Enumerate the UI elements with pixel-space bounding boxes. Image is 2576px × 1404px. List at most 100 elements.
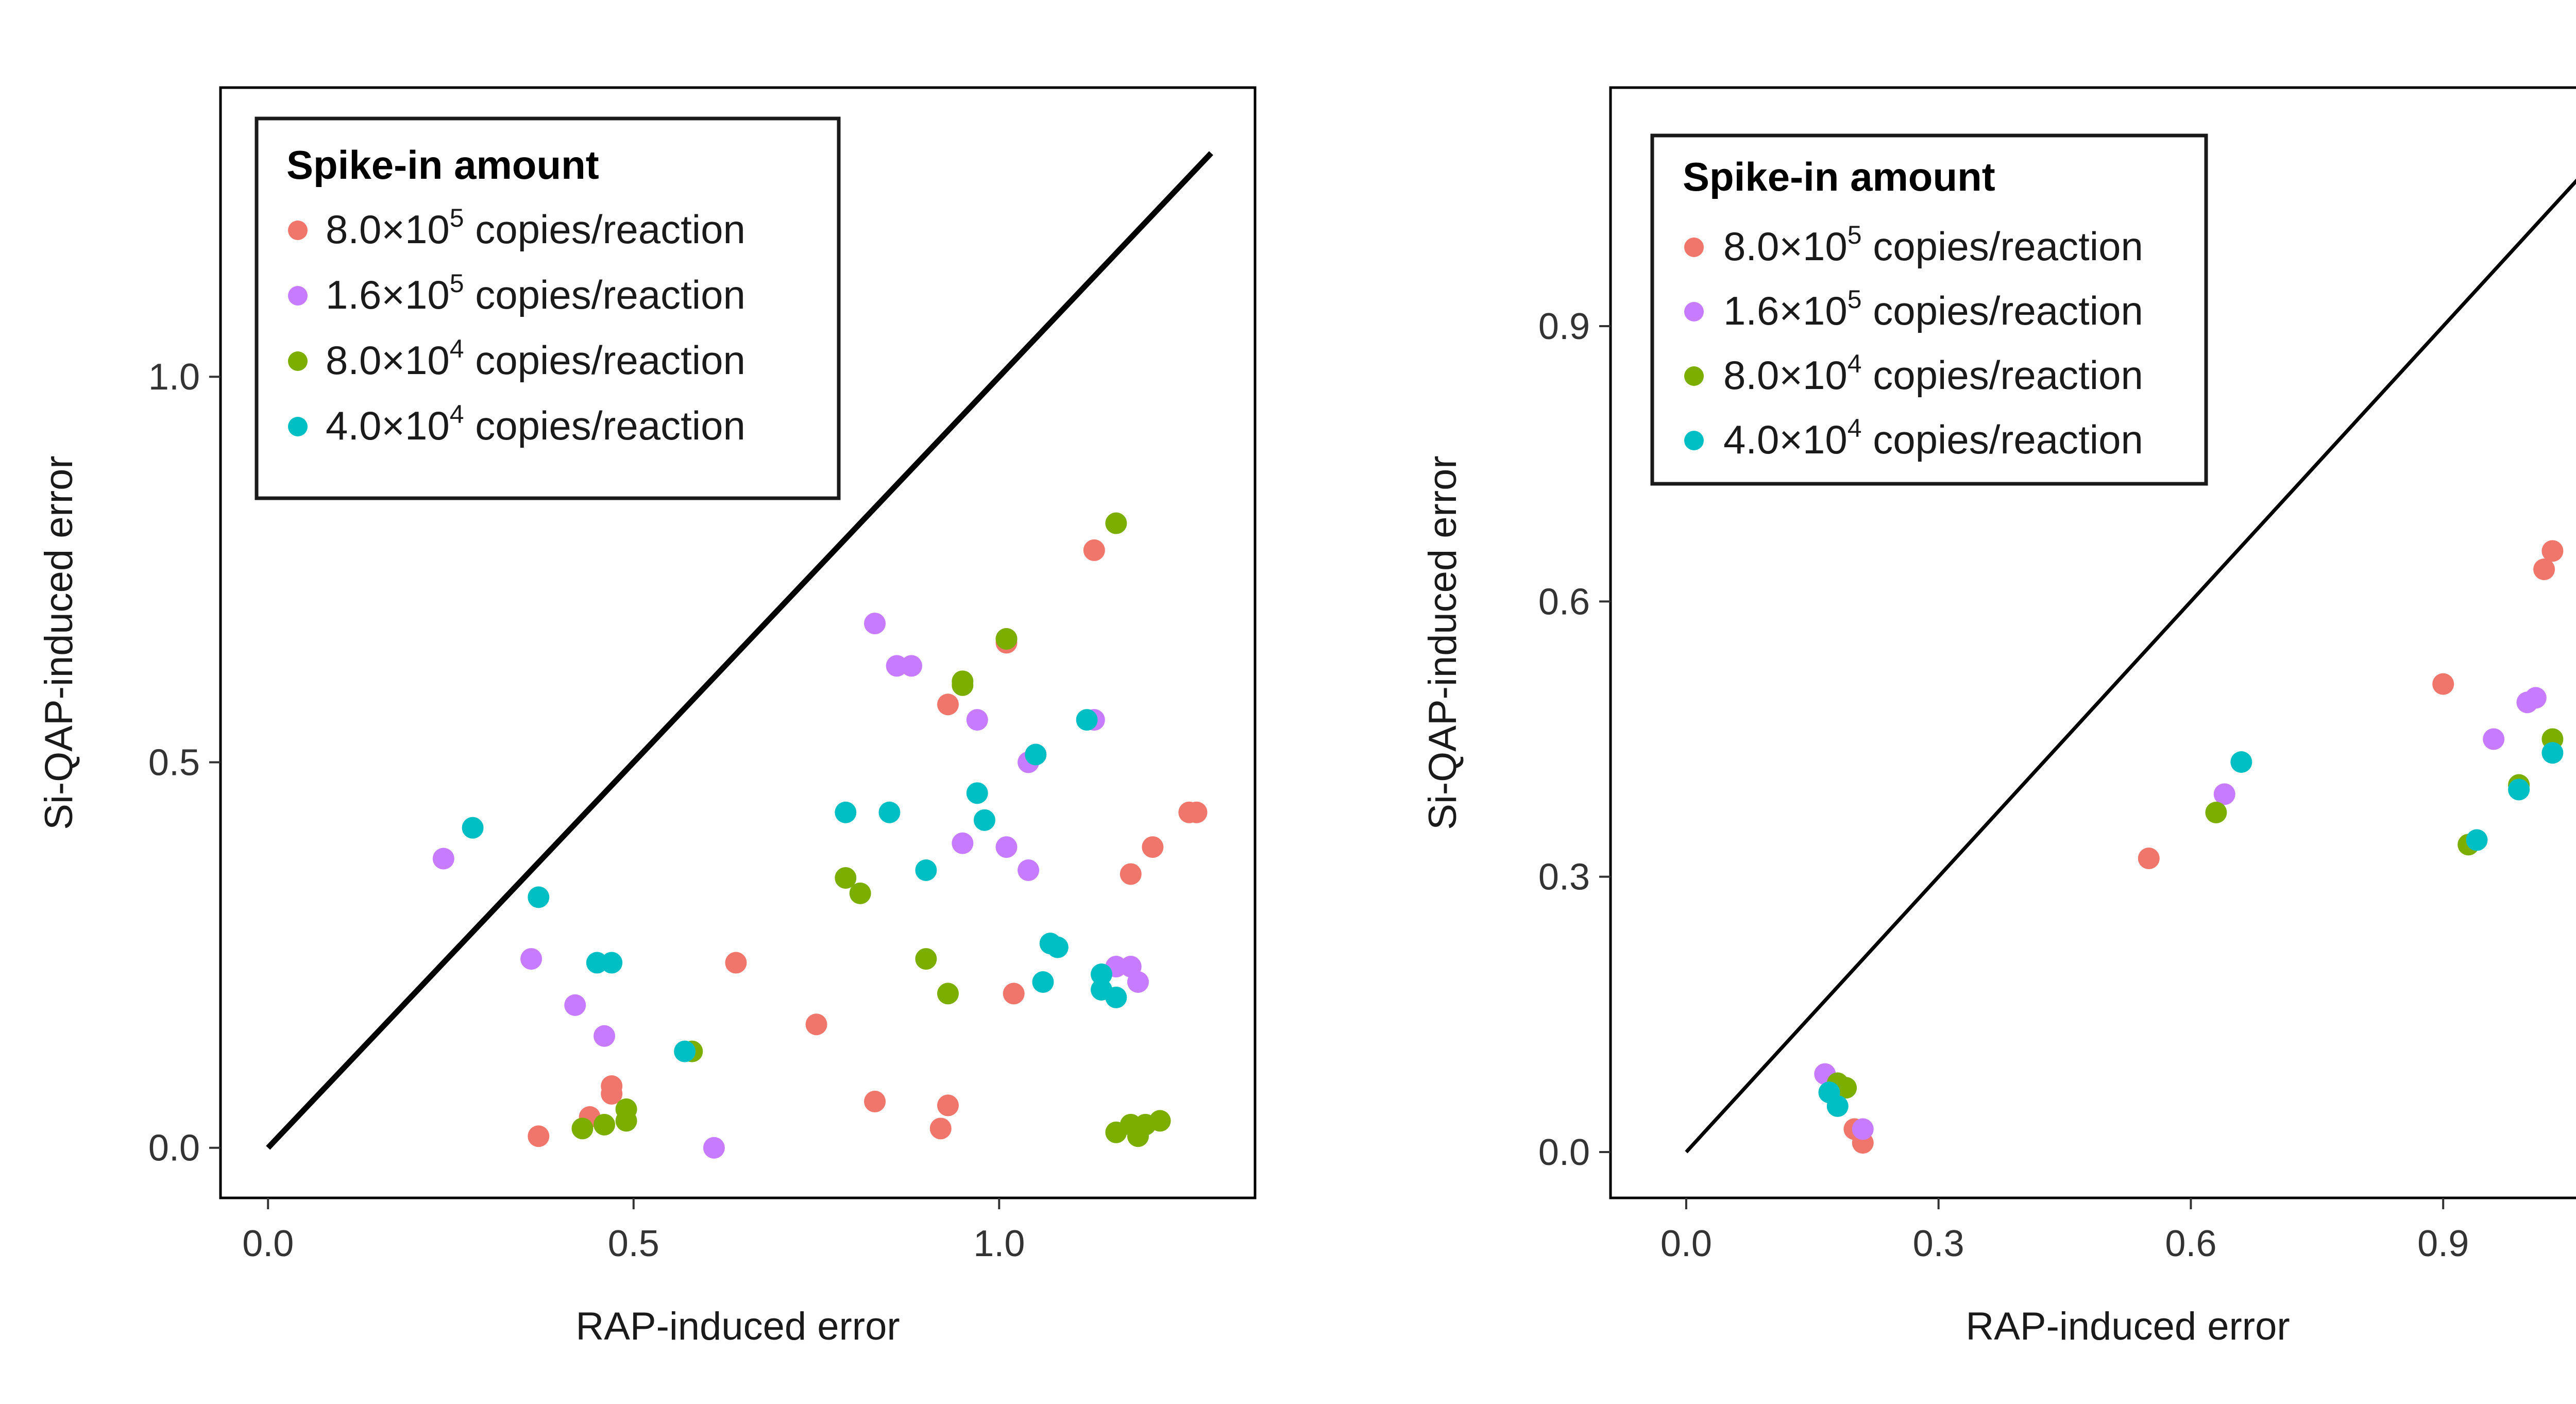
legend-marker — [1684, 431, 1704, 450]
legend-title: Spike-in amount — [1683, 154, 1995, 199]
data-point — [864, 1090, 886, 1112]
legend-label: 4.0×104 copies/reaction — [326, 400, 745, 448]
data-point — [2508, 779, 2530, 801]
series-1 — [1814, 687, 2547, 1140]
x-axis-title: RAP-induced error — [575, 1305, 900, 1348]
data-point — [1185, 801, 1208, 823]
data-point — [601, 952, 623, 974]
data-point — [1120, 863, 1142, 885]
data-point — [878, 801, 901, 823]
data-point — [835, 801, 857, 823]
left-scatter-panel: 0.0 0.5 1.0 0.0 0.5 1.0 RAP-induced error Si-QA… — [37, 86, 1257, 1348]
data-point — [1105, 512, 1127, 534]
data-point — [601, 1075, 623, 1097]
legend-label-exponent: 5 — [450, 269, 464, 298]
data-point — [2533, 559, 2555, 581]
x-tick-label: 1.0 — [973, 1223, 1025, 1264]
data-point — [937, 983, 959, 1005]
data-point — [1090, 963, 1112, 986]
data-point — [703, 1137, 725, 1159]
legend-entry: 1.6×105 copies/reaction — [288, 269, 745, 317]
legend-label: 8.0×105 copies/reaction — [326, 204, 745, 252]
data-point — [952, 670, 974, 692]
x-tick-label: 0.5 — [608, 1223, 659, 1264]
legend-label-exponent: 5 — [1848, 221, 1862, 249]
series-2 — [571, 512, 1171, 1147]
legend-label-suffix: copies/reaction — [1862, 224, 2143, 269]
legend-label-exponent: 4 — [450, 334, 464, 363]
data-point — [849, 882, 871, 904]
legend-label-suffix: copies/reaction — [464, 403, 745, 448]
legend-label-base: 1.6×10 — [1723, 288, 1848, 333]
legend-label-suffix: copies/reaction — [1862, 352, 2143, 398]
legend-label-suffix: copies/reaction — [464, 272, 745, 317]
legend-label: 8.0×104 copies/reaction — [326, 334, 745, 383]
legend-entry: 8.0×105 copies/reaction — [1684, 221, 2143, 269]
right-scatter-panel: 0.0 0.3 0.6 0.9 0.0 0.3 0.6 0.9 RAP-induced erro… — [1421, 86, 2576, 1348]
data-point — [520, 948, 543, 970]
legend-label-base: 8.0×10 — [1723, 352, 1848, 398]
data-point — [995, 836, 1018, 858]
x-tick-label: 0.0 — [242, 1223, 294, 1264]
data-point — [1076, 709, 1098, 731]
data-point — [432, 848, 454, 870]
legend-marker — [1684, 238, 1704, 257]
data-point — [915, 948, 937, 970]
legend-entry: 8.0×104 copies/reaction — [288, 334, 745, 383]
data-point — [2541, 742, 2564, 764]
y-axis-title: Si-QAP-induced error — [37, 455, 81, 830]
legend-label-suffix: copies/reaction — [464, 337, 745, 383]
data-point — [952, 832, 974, 854]
data-point — [1852, 1118, 1874, 1140]
legend-marker — [1684, 302, 1704, 322]
legend-label-exponent: 5 — [1848, 285, 1862, 314]
series-2 — [1826, 728, 2564, 1099]
x-tick-label: 0.3 — [1913, 1223, 1964, 1264]
legend-label-base: 4.0×10 — [1723, 417, 1848, 462]
y-axis-title: Si-QAP-induced error — [1421, 455, 1465, 830]
series-3 — [462, 709, 1127, 1062]
data-point — [1083, 539, 1105, 561]
x-tick-label: 0.0 — [1660, 1223, 1712, 1264]
data-point — [2432, 673, 2454, 695]
legend-label-base: 8.0×10 — [326, 207, 450, 252]
y-tick-label: 1.0 — [148, 357, 200, 398]
x-tick-label: 0.6 — [2165, 1223, 2216, 1264]
data-point — [462, 817, 484, 839]
data-point — [594, 1025, 616, 1047]
data-point — [2524, 687, 2547, 709]
legend-label-base: 4.0×10 — [326, 403, 450, 448]
data-point — [2138, 848, 2160, 870]
data-point — [571, 1118, 594, 1140]
legend-box — [255, 116, 841, 500]
data-point — [2483, 728, 2505, 750]
data-point — [2230, 751, 2252, 773]
legend-label: 8.0×105 copies/reaction — [1723, 221, 2143, 269]
data-point — [674, 1040, 696, 1062]
legend-label: 1.6×105 copies/reaction — [1723, 285, 2143, 333]
data-point — [966, 782, 988, 804]
legend-label: 4.0×104 copies/reaction — [1723, 414, 2143, 462]
legend-label-base: 8.0×10 — [1723, 224, 1848, 269]
data-point — [594, 1113, 616, 1136]
y-tick-label: 0.0 — [148, 1128, 200, 1169]
data-point — [937, 693, 959, 716]
series-1 — [432, 613, 1149, 1159]
legend-label-base: 8.0×10 — [326, 337, 450, 383]
data-point — [864, 613, 886, 635]
legend-marker — [288, 286, 308, 306]
data-point — [835, 867, 857, 889]
legend-label-exponent: 5 — [450, 204, 464, 232]
y-tick-label: 0.0 — [1538, 1132, 1590, 1173]
plot-area-border — [219, 86, 1257, 1199]
legend-label-suffix: copies/reaction — [464, 207, 745, 252]
legend-label-base: 1.6×10 — [326, 272, 450, 317]
y-tick-label: 0.9 — [1538, 306, 1590, 347]
data-point — [2205, 801, 2227, 823]
legend-marker — [288, 351, 308, 371]
series-3 — [1818, 742, 2564, 1117]
data-point — [915, 859, 937, 881]
data-point — [805, 1013, 827, 1036]
